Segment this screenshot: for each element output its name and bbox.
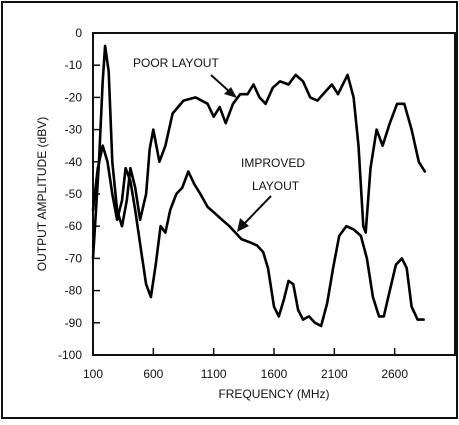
- annotation-poor-layout: POOR LAYOUT: [133, 56, 219, 70]
- annotation-arrow-improved-line: [242, 195, 272, 226]
- x-tick-label: 2600: [381, 367, 408, 381]
- y-tick-label: -80: [65, 284, 83, 298]
- y-tick-label: -30: [65, 123, 83, 137]
- y-tick-label: -40: [65, 155, 83, 169]
- annotation-improved-line2: LAYOUT: [252, 179, 300, 193]
- y-axis: 0 -10 -20 -30 -40 -50 -60 -70 -80 -90 -100: [58, 26, 100, 362]
- annotations: POOR LAYOUT IMPROVED LAYOUT: [133, 56, 305, 232]
- x-tick-label: 2100: [321, 367, 348, 381]
- y-tick-label: -10: [65, 58, 83, 72]
- series-poor-layout: [91, 44, 427, 260]
- y-tick-label: -100: [58, 348, 82, 362]
- y-tick-label: -20: [65, 90, 83, 104]
- annotation-arrow-poor-head: [224, 87, 237, 98]
- y-tick-label: 0: [75, 26, 82, 40]
- x-tick-label: 1600: [261, 367, 288, 381]
- annotation-arrow-improved-head: [237, 218, 249, 232]
- series-improved-layout: [91, 144, 425, 328]
- x-axis-title: FREQUENCY (MHz): [218, 387, 329, 401]
- x-axis: 100 600 1100 1600 2100 2600: [83, 348, 408, 381]
- figure-border: [1, 1, 458, 419]
- y-tick-label: -50: [65, 187, 83, 201]
- y-axis-title: OUTPUT AMPLITUDE (dBV): [35, 117, 49, 271]
- y-tick-label: -90: [65, 316, 83, 330]
- x-tick-label: 100: [83, 367, 103, 381]
- annotation-improved-line1: IMPROVED: [241, 156, 305, 170]
- y-tick-label: -70: [65, 251, 83, 265]
- annotation-arrow-poor-line: [210, 74, 232, 94]
- x-tick-label: 600: [143, 367, 163, 381]
- x-tick-label: 1100: [201, 367, 227, 381]
- y-tick-label: -60: [65, 219, 83, 233]
- series-group: [91, 44, 427, 328]
